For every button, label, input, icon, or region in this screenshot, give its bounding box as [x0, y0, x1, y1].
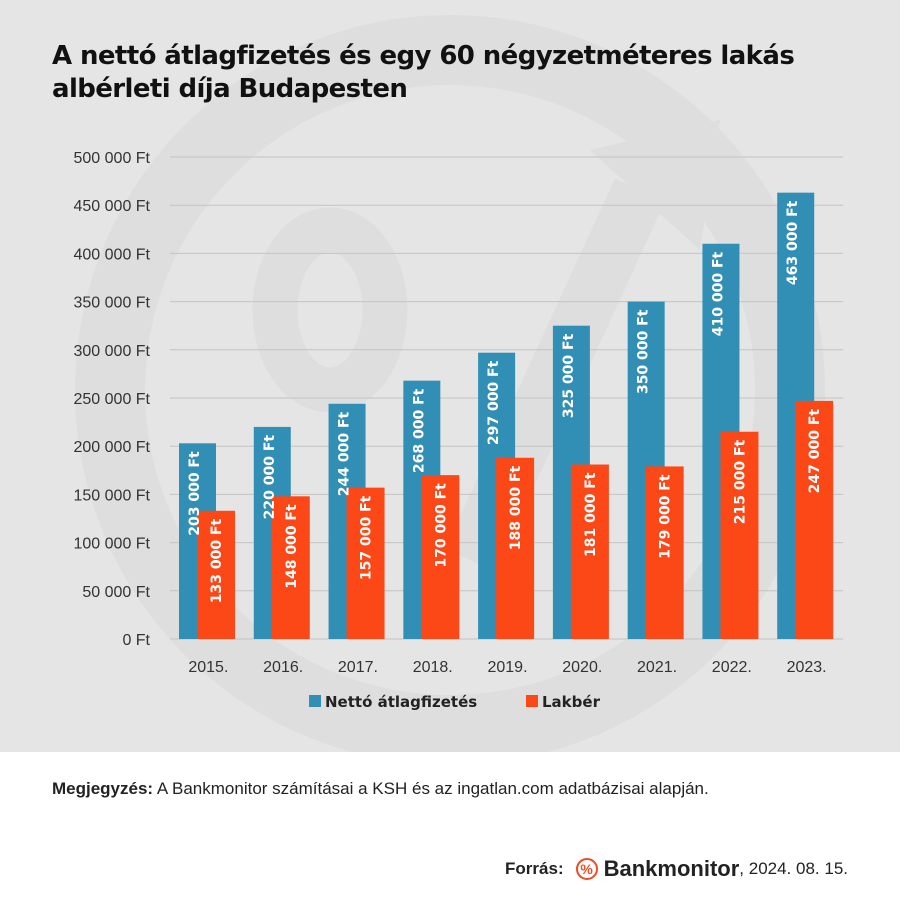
legend-label-salary: Nettó átlagfizetés	[325, 693, 477, 711]
y-axis: 0 Ft 50 000 Ft 100 000 Ft 150 000 Ft 200 000…	[74, 150, 151, 649]
source-label: Forrás:	[505, 859, 564, 878]
y-tick-label: 400 000 Ft	[74, 246, 151, 263]
bar-rent	[645, 466, 684, 639]
bar-rent	[496, 457, 535, 639]
x-tick-label: 2022.	[712, 659, 752, 676]
x-tick-label: 2017.	[338, 659, 378, 676]
x-axis: 2015. 2016. 2017. 2018. 2019. 2020. 2021. 2022.…	[188, 659, 826, 676]
y-tick-label: 150 000 Ft	[74, 487, 151, 504]
legend-swatch-salary	[309, 695, 321, 707]
note-text: A Bankmonitor számításai a KSH és az ing…	[153, 779, 709, 798]
bar-rent	[570, 464, 609, 639]
data-label-rent: 170 000 Ft	[433, 483, 449, 568]
legend: Nettó átlagfizetés Lakbér	[309, 693, 601, 711]
data-label-rent: 157 000 Ft	[359, 495, 375, 580]
y-tick-label: 300 000 Ft	[74, 343, 151, 360]
data-label-salary: 350 000 Ft	[636, 309, 652, 394]
x-tick-label: 2020.	[562, 659, 602, 676]
data-label-rent: 179 000 Ft	[658, 474, 674, 559]
bar-rent	[271, 496, 310, 639]
y-tick-label: 450 000 Ft	[74, 198, 151, 215]
data-label-salary: 325 000 Ft	[561, 333, 577, 418]
data-label-rent: 133 000 Ft	[209, 518, 225, 603]
x-tick-label: 2016.	[263, 659, 303, 676]
data-label-salary: 244 000 Ft	[337, 411, 353, 496]
data-label-salary: 268 000 Ft	[411, 388, 427, 473]
bar-rent	[197, 510, 235, 639]
bars: 203 000 Ft 133 000 Ft 220 000 Ft 148 000 Ft…	[179, 192, 834, 639]
data-label-salary: 297 000 Ft	[486, 360, 502, 445]
y-tick-label: 0 Ft	[122, 632, 150, 649]
x-tick-label: 2023.	[787, 659, 827, 676]
bar-rent	[720, 431, 759, 639]
footnote: Megjegyzés: A Bankmonitor számításai a K…	[52, 779, 709, 799]
y-tick-label: 100 000 Ft	[74, 536, 151, 553]
data-label-rent: 215 000 Ft	[732, 439, 748, 524]
bankmonitor-percent-icon: %	[575, 858, 598, 880]
bar-rent	[346, 487, 385, 639]
source-line: Forrás: % Bankmonitor, 2024. 08. 15.	[505, 856, 848, 882]
y-tick-label: 200 000 Ft	[74, 439, 151, 456]
y-tick-label: 50 000 Ft	[82, 584, 150, 601]
legend-swatch-rent	[526, 695, 538, 707]
data-label-rent: 247 000 Ft	[807, 409, 823, 494]
y-tick-label: 250 000 Ft	[74, 391, 151, 408]
y-tick-label: 350 000 Ft	[74, 295, 151, 312]
data-label-salary: 203 000 Ft	[187, 451, 203, 536]
y-tick-label: 500 000 Ft	[74, 150, 151, 167]
data-label-rent: 148 000 Ft	[284, 504, 300, 589]
source-date: , 2024. 08. 15.	[739, 859, 848, 878]
bar-rent	[795, 400, 834, 639]
data-label-salary: 220 000 Ft	[262, 435, 278, 520]
data-label-rent: 188 000 Ft	[508, 465, 524, 550]
chart-title: A nettó átlagfizetés és egy 60 négyzetmé…	[52, 41, 795, 104]
x-tick-label: 2019.	[487, 659, 527, 676]
x-tick-label: 2021.	[637, 659, 677, 676]
bar-rent	[421, 475, 460, 639]
bar-chart: 0 Ft 50 000 Ft 100 000 Ft 150 000 Ft 200 000…	[74, 150, 843, 711]
x-tick-label: 2018.	[413, 659, 453, 676]
brand-name: Bankmonitor	[603, 856, 740, 881]
legend-label-rent: Lakbér	[542, 693, 601, 711]
data-label-rent: 181 000 Ft	[583, 472, 599, 557]
note-label: Megjegyzés:	[52, 779, 154, 798]
x-tick-label: 2015.	[188, 659, 228, 676]
data-label-salary: 463 000 Ft	[785, 200, 801, 285]
data-label-salary: 410 000 Ft	[710, 251, 726, 336]
